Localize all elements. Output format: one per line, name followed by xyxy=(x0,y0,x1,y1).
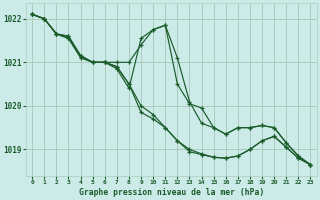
X-axis label: Graphe pression niveau de la mer (hPa): Graphe pression niveau de la mer (hPa) xyxy=(79,188,264,197)
